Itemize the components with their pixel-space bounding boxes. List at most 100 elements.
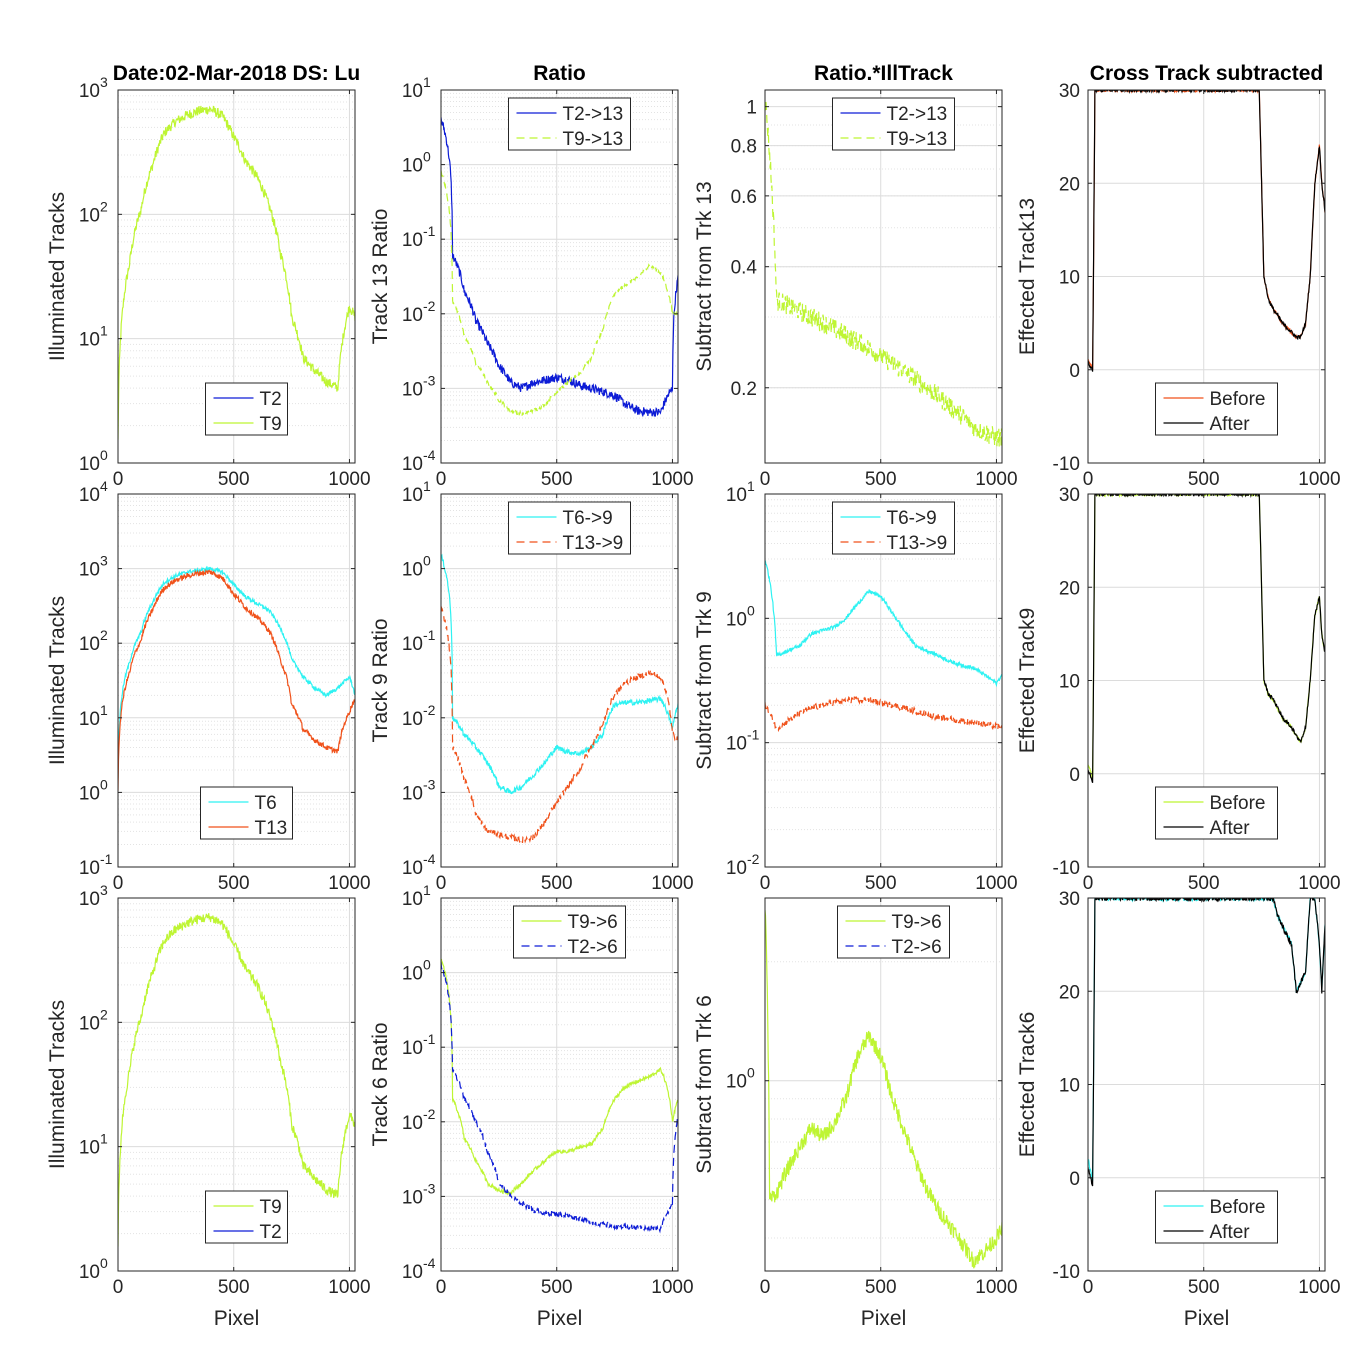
y-axis-label: Illuminated Tracks: [46, 192, 69, 361]
x-tick-label: 0: [1083, 873, 1094, 894]
series-lines: [118, 913, 355, 1247]
y-tick-exponent: 0: [100, 1255, 108, 1271]
legend-entry: T9: [260, 1197, 282, 1218]
legend-box: [508, 501, 631, 555]
plot-area: [765, 90, 1002, 463]
legend-entry: T9->6: [892, 912, 942, 933]
y-tick-exponent: -2: [423, 702, 436, 718]
legend-box: [837, 905, 950, 959]
x-axis-label: Pixel: [214, 1307, 260, 1330]
x-tick-label: 1000: [651, 469, 693, 490]
y-axis-label: Subtract from Trk 6: [693, 995, 716, 1174]
x-axis-label: Pixel: [1184, 1307, 1230, 1330]
series-line-t9-13: [441, 170, 678, 417]
y-tick-exponent: -1: [100, 851, 113, 867]
y-axis-label: Illuminated Tracks: [46, 596, 69, 765]
legend: T2->13 T9->13: [832, 97, 955, 151]
y-tick-exponent: -3: [423, 1180, 436, 1196]
y-axis-label: Effected Track6: [1016, 1012, 1039, 1158]
y-tick-exponent: 4: [100, 478, 108, 494]
axes-box: [764, 89, 1003, 464]
x-tick-label: 1000: [1298, 1277, 1340, 1298]
y-tick-exponent: -2: [423, 1106, 436, 1122]
series-line-after: [1088, 898, 1325, 1187]
plot-area: [441, 90, 678, 463]
legend: Before After: [1155, 786, 1278, 840]
legend-box: [200, 786, 293, 840]
series-line-t6-9: [441, 553, 678, 795]
y-tick-label: -10: [1053, 454, 1080, 475]
y-tick-label: 10: [726, 1072, 747, 1093]
series-line-t2-6: [441, 961, 678, 1234]
y-tick-label: 10: [79, 330, 100, 351]
y-tick-exponent: -2: [423, 298, 436, 314]
x-tick-label: 500: [865, 469, 897, 490]
y-tick-label: 10: [402, 964, 423, 985]
y-tick-label: 10: [402, 1113, 423, 1134]
axes-box: [440, 89, 679, 464]
axes-box: [764, 493, 1003, 868]
x-tick-label: 500: [218, 873, 250, 894]
y-tick-exponent: 3: [100, 553, 108, 569]
y-tick-exponent: -4: [423, 1255, 436, 1271]
series-line-t13: [118, 569, 355, 791]
y-tick-label: 10: [402, 1262, 423, 1283]
y-tick-label: 0.4: [731, 258, 758, 279]
axes-box: [117, 89, 356, 464]
legend-entry: T9->6: [568, 912, 618, 933]
y-tick-exponent: 1: [423, 74, 431, 90]
series-line-t2-13: [441, 117, 678, 418]
y-tick-label: 10: [79, 1013, 100, 1034]
y-tick-label: 10: [402, 454, 423, 475]
x-tick-label: 500: [541, 1277, 573, 1298]
y-axis-label: Subtract from Trk 13: [693, 181, 716, 371]
panel-title: Ratio: [533, 62, 586, 85]
x-tick-label: 1000: [328, 873, 370, 894]
y-tick-exponent: 2: [100, 627, 108, 643]
y-tick-label: 10: [402, 560, 423, 581]
y-tick-label: 10: [1059, 672, 1080, 693]
y-tick-label: 10: [402, 485, 423, 506]
y-tick-label: 10: [79, 1138, 100, 1159]
legend-entry: T2: [260, 389, 282, 410]
y-axis-label: Track 13 Ratio: [369, 209, 392, 345]
series-lines: [441, 553, 678, 844]
x-tick-label: 1000: [328, 1277, 370, 1298]
x-tick-label: 500: [865, 1277, 897, 1298]
legend: Before After: [1155, 1190, 1278, 1244]
plot-area: [765, 898, 1002, 1271]
y-tick-exponent: 1: [100, 323, 108, 339]
series-line-t13-9: [441, 606, 678, 844]
y-tick-label: 10: [79, 783, 100, 804]
y-tick-exponent: -1: [423, 627, 436, 643]
legend-entry: Before: [1210, 389, 1266, 410]
series-lines: [441, 117, 678, 418]
x-axis-label: Pixel: [537, 1307, 583, 1330]
y-tick-label: 10: [402, 230, 423, 251]
legend-entry: T9->13: [887, 129, 948, 150]
series-line-t9-6: [441, 958, 678, 1197]
x-tick-label: 500: [1188, 469, 1220, 490]
y-tick-exponent: 2: [100, 1006, 108, 1022]
y-tick-exponent: 2: [100, 198, 108, 214]
legend-box: [205, 382, 288, 436]
y-tick-label: 0.6: [731, 187, 757, 208]
y-tick-label: 10: [726, 485, 747, 506]
series-lines: [765, 560, 1002, 733]
series-lines: [441, 958, 678, 1234]
legend: T9->6 T2->6: [513, 905, 626, 959]
legend-entry: T2->13: [887, 104, 948, 125]
legend-entry: T13->9: [563, 533, 624, 554]
y-tick-label: 0: [1069, 765, 1080, 786]
plot-area: [441, 898, 678, 1271]
y-tick-exponent: -3: [423, 776, 436, 792]
y-tick-exponent: 1: [747, 478, 755, 494]
